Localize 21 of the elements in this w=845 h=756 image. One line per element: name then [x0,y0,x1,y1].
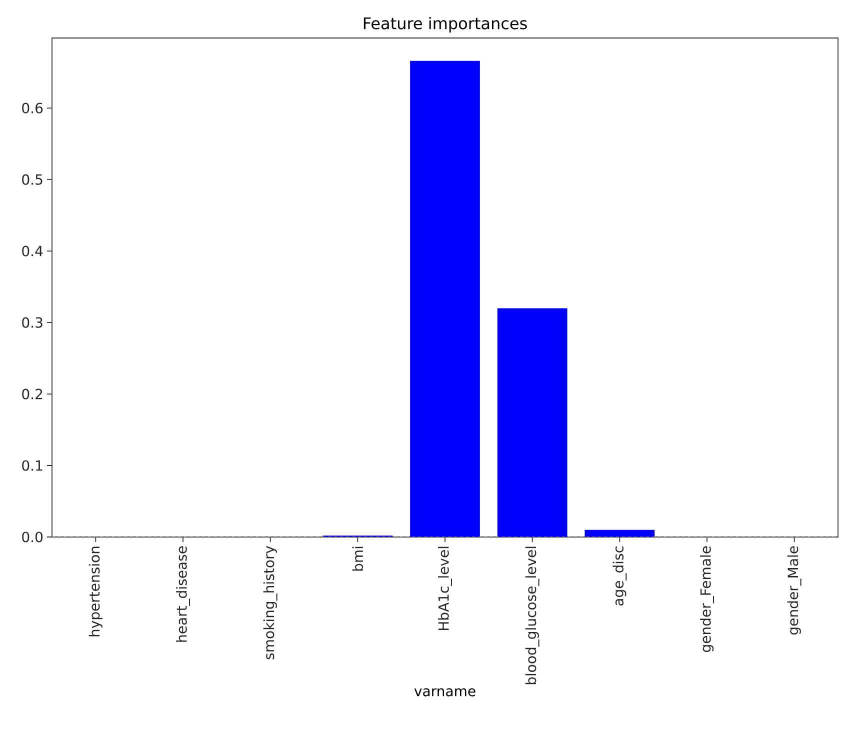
x-tick-label: hypertension [88,546,102,636]
bar [584,530,655,537]
x-tick-label: gender_Female [700,546,714,652]
x-tick-label: age_disc [612,546,627,606]
x-tick-label: gender_Male [787,546,802,635]
x-axis-title: varname [414,688,476,696]
x-tick-label: blood_glucose_level [525,546,540,684]
bar [497,308,568,537]
y-tick-label: 0.5 [22,174,42,185]
y-tick-label: 0.6 [22,102,43,114]
x-tick-label: heart_disease [176,546,190,642]
y-tick-label: 0.4 [22,246,43,256]
x-tick-label: smoking_history [263,546,278,660]
y-tick-label: 0.2 [22,388,42,400]
x-tick-label: bmi [352,546,364,571]
x-tick-label: HbA1c_level [438,546,452,630]
y-tick-label: 0.1 [22,460,42,471]
y-tick-label: 0.3 [22,317,42,328]
chart-title: Feature importances [364,16,527,32]
bar [410,60,480,537]
y-tick-label: 0.0 [22,532,43,542]
